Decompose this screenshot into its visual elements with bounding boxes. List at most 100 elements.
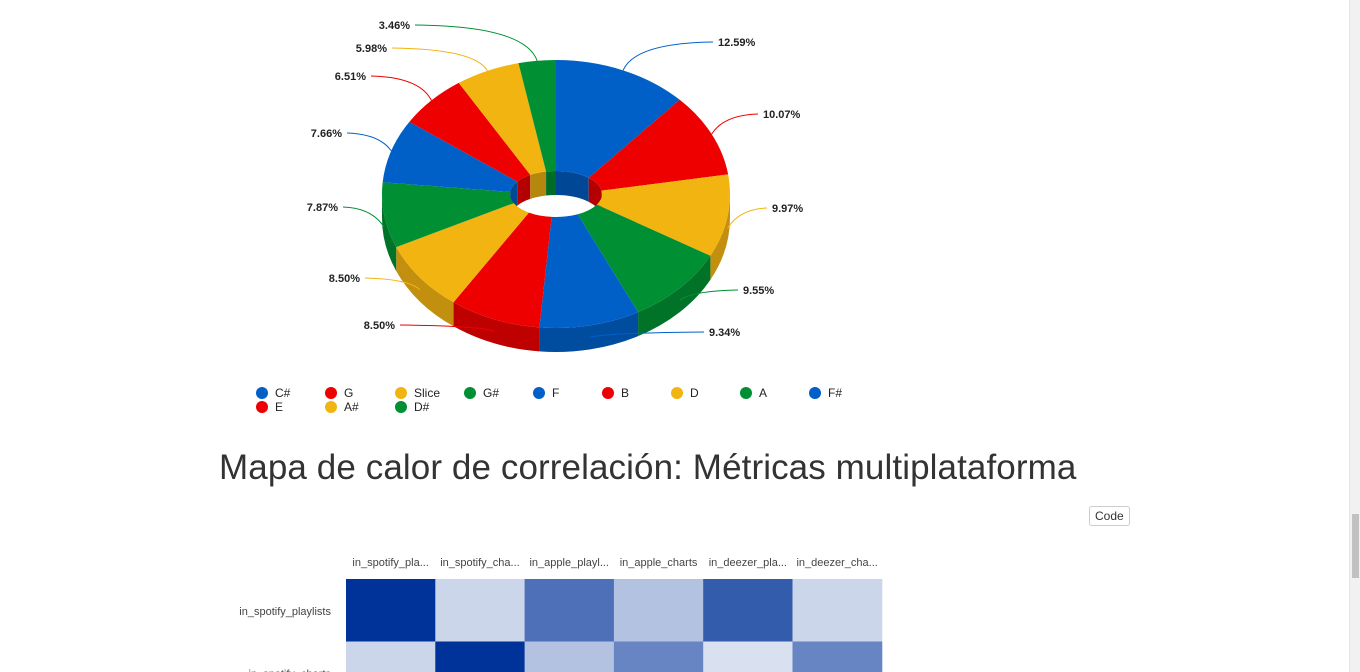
slice-D [396,203,529,303]
heatmap-column-label: in_apple_charts [620,557,698,569]
legend-label: G [344,386,354,400]
legend-item[interactable]: B [602,386,629,400]
slice-A# [458,63,547,175]
slice-inner-wall-0-0 [556,171,589,202]
legend-marker [395,401,407,413]
donut-chart: 12.59% 10.07% 9.97% 9.55% 9.34% 8.50% 8.50% 7.8… [307,20,804,352]
leader-line-2 [727,207,768,229]
legend-item[interactable]: F# [809,386,842,400]
slice-value-label: 7.66% [311,128,342,140]
heatmap-cell [703,579,793,642]
slice-side-7 [382,194,397,272]
heatmap-cell [792,579,883,642]
slice-value-label: 3.46% [379,20,410,32]
slice-side-3 [638,255,711,337]
leader-line-4 [590,331,705,338]
heatmap-cell [346,641,436,672]
legend-marker [809,387,821,399]
legend-marker [325,401,337,413]
heatmap-column-label: in_deezer_pla... [709,557,787,569]
heatmap-column-label: in_deezer_cha... [796,557,877,569]
legend-label: C# [275,386,291,400]
slice-inner-wall-10-1 [530,171,547,199]
slice-B [453,212,552,328]
donut-sides [382,171,730,352]
scrollbar-thumb[interactable] [1352,514,1359,578]
legend-label: D# [414,400,430,414]
legend-label: A# [344,400,359,414]
donut-labels: 12.59% 10.07% 9.97% 9.55% 9.34% 8.50% 8.50% 7.8… [307,20,804,339]
legend-item[interactable]: G# [464,386,499,400]
legend-marker [740,387,752,399]
slice-inner-wall-9-1 [517,174,531,206]
heatmap-cell [613,579,704,642]
slice-value-label: 10.07% [763,109,801,121]
legend-marker [256,387,268,399]
slice-D# [518,60,556,172]
slice-value-label: 8.50% [329,273,360,285]
leader-line-11 [414,24,538,61]
legend-marker [256,401,268,413]
legend-item[interactable]: E [256,400,283,414]
legend-label: E [275,400,284,414]
heatmap-row-label: in_spotify_playlists [239,606,331,618]
heatmap-column-label: in_spotify_pla... [352,557,428,569]
slice-value-label: 9.97% [772,203,803,215]
legend-label: D [690,386,699,400]
slice-G [588,99,729,191]
code-button[interactable]: Code [1089,506,1130,526]
heatmap-cell [435,579,526,642]
legend-item[interactable]: F [533,386,559,400]
leader-line-6 [364,277,421,291]
heatmap-cell [703,641,793,672]
legend-marker [464,387,476,399]
heatmap-column-label: in_spotify_cha... [440,557,520,569]
slice-inner-wall-11-1 [546,171,556,196]
legend-label: B [621,386,630,400]
donut-top [382,60,730,328]
legend-marker [602,387,614,399]
heatmap-cell [613,641,704,672]
slice-C# [556,60,680,178]
legend-marker [671,387,683,399]
heatmap-cell [346,579,436,642]
slice-value-label: 9.55% [743,285,774,297]
leader-line-0 [622,41,714,71]
legend-item[interactable]: C# [256,386,290,400]
slice-value-label: 5.98% [356,43,387,55]
leader-line-8 [346,132,392,152]
leader-line-9 [370,75,432,101]
slice-value-label: 7.87% [307,202,338,214]
slice-value-label: 9.34% [709,327,740,339]
leader-line-1 [711,113,759,135]
slice-Slice [596,174,730,256]
slice-side-2 [710,194,730,280]
slice-F [539,214,639,328]
legend-item[interactable]: G [325,386,353,400]
legend-label: Slice [414,386,441,400]
vertical-scrollbar[interactable] [1349,0,1360,672]
slice-G# [577,204,711,313]
heatmap-section-title: Mapa de calor de correlación: Métricas m… [219,448,1077,487]
leader-line-3 [679,289,739,301]
slice-side-5 [453,302,540,352]
legend-item[interactable]: D [671,386,699,400]
slice-side-4 [539,312,639,352]
legend-item[interactable]: Slice [395,386,440,400]
leader-line-7 [342,206,385,228]
legend-marker [533,387,545,399]
legend-item[interactable]: D# [395,400,429,414]
legend-label: G# [483,386,500,400]
legend-item[interactable]: A [740,386,767,400]
heatmap-row-label: in_spotify_charts [248,669,331,672]
legend-item[interactable]: A# [325,400,359,414]
slice-side-6 [396,247,454,327]
slice-E [409,82,531,182]
slice-A [382,182,514,248]
slice-F# [382,121,518,192]
heatmap-cell [435,641,526,672]
heatmap-cell [524,641,615,672]
heatmap-cell [792,641,883,672]
legend-label: A [759,386,768,400]
leader-line-5 [399,324,495,332]
